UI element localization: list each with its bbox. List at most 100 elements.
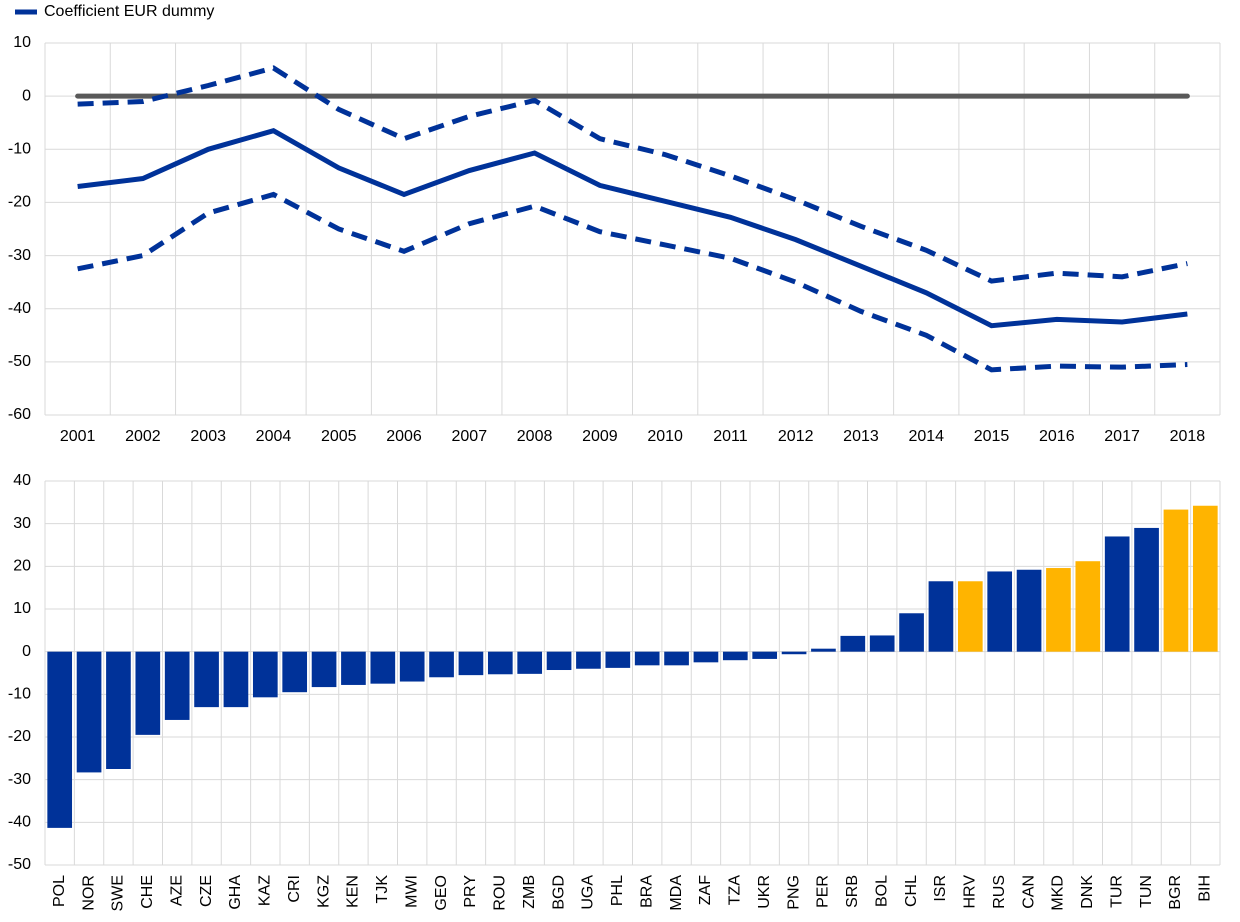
legend-label: Coefficient EUR dummy [44,3,214,20]
y-tick-label: -50 [8,856,31,873]
x-tick-label: BIH [1197,875,1214,902]
bar [605,651,631,668]
x-tick-label: UKR [756,875,773,909]
bar [252,651,278,698]
x-tick-label: 2016 [1039,428,1075,445]
bar [517,651,543,674]
y-tick-label: 10 [13,600,31,617]
bar [781,651,807,655]
bar [194,651,219,708]
y-tick-label: 0 [22,643,31,660]
y-tick-label: -20 [8,728,31,745]
x-tick-label: 2012 [778,428,814,445]
x-tick-label: 2007 [452,428,488,445]
x-tick-label: 2009 [582,428,618,445]
x-tick-label: BRA [638,875,655,908]
x-tick-label: CAN [1020,875,1037,909]
bar [1163,509,1189,652]
x-tick-label: KAZ [257,875,274,906]
x-tick-label: 2008 [517,428,553,445]
bar [282,651,308,693]
bar [399,651,425,682]
y-tick-label: -30 [8,771,31,788]
x-tick-label: TZA [727,875,744,906]
x-tick-label: KGZ [315,875,332,908]
x-tick-label: 2010 [647,428,683,445]
x-tick-label: BGR [1167,875,1184,910]
x-tick-label: PNG [785,875,802,910]
y-tick-label: -50 [8,353,31,370]
x-tick-label: GHA [227,875,244,910]
bar [1075,561,1101,652]
bar [664,651,689,666]
bar [47,651,73,828]
x-tick-label: 2004 [256,428,292,445]
bar [811,648,836,652]
x-tick-label: MWI [403,875,420,908]
bar [1104,536,1130,652]
bar [957,581,983,652]
bar [135,651,161,735]
x-tick-label: HRV [962,875,979,909]
x-tick-label: AZE [168,875,185,906]
x-tick-label: MDA [668,875,685,911]
x-tick-label: ZMB [521,875,538,909]
bar [1016,569,1042,652]
bar [341,651,366,685]
x-tick-label: POL [51,875,68,907]
y-tick-label: -30 [8,247,31,264]
x-tick-label: 2011 [713,428,748,445]
series-line [77,191,1188,373]
x-tick-label: 2006 [386,428,422,445]
bar [76,651,102,773]
x-tick-label: ZAF [697,875,714,905]
x-tick-label: CHE [139,875,156,909]
x-tick-label: 2013 [843,428,879,445]
x-tick-label: CRI [286,875,303,903]
bar [869,635,895,652]
bar [223,651,249,708]
x-tick-label: UGA [580,875,597,910]
series-line [77,127,1188,329]
bar [1134,527,1159,652]
y-tick-label: -20 [8,194,31,211]
x-tick-label: CHL [903,875,920,907]
bar [311,651,337,688]
y-tick-label: 20 [13,558,31,575]
x-tick-label: PHL [609,875,626,906]
bar [634,651,660,666]
x-tick-label: 2018 [1170,428,1206,445]
x-tick-label: 2015 [974,428,1010,445]
x-tick-label: RUS [991,875,1008,909]
x-tick-label: 2014 [908,428,944,445]
x-tick-label: GEO [433,875,450,911]
y-tick-label: -10 [8,686,31,703]
bar [370,651,396,684]
x-tick-label: 2003 [190,428,226,445]
bar [487,651,513,675]
bar [576,651,601,669]
y-tick-label: 30 [13,515,31,532]
bar [164,651,190,720]
x-tick-label: TJK [374,875,391,904]
bar [429,651,454,678]
y-tick-label: -60 [8,406,31,423]
bar [840,635,866,652]
y-tick-label: -10 [8,141,31,158]
bar [1046,568,1071,652]
x-tick-label: MKD [1050,875,1067,911]
bar [458,651,484,676]
bar [722,651,748,661]
x-tick-label: ROU [492,875,509,911]
bar [693,651,719,663]
bar [752,651,778,659]
y-tick-label: -40 [8,814,31,831]
x-tick-label: PER [815,875,832,908]
x-tick-label: 2002 [125,428,161,445]
x-tick-label: PRY [462,875,479,908]
x-tick-label: DNK [1079,875,1096,909]
x-tick-label: 2005 [321,428,357,445]
x-tick-label: BOL [873,875,890,907]
